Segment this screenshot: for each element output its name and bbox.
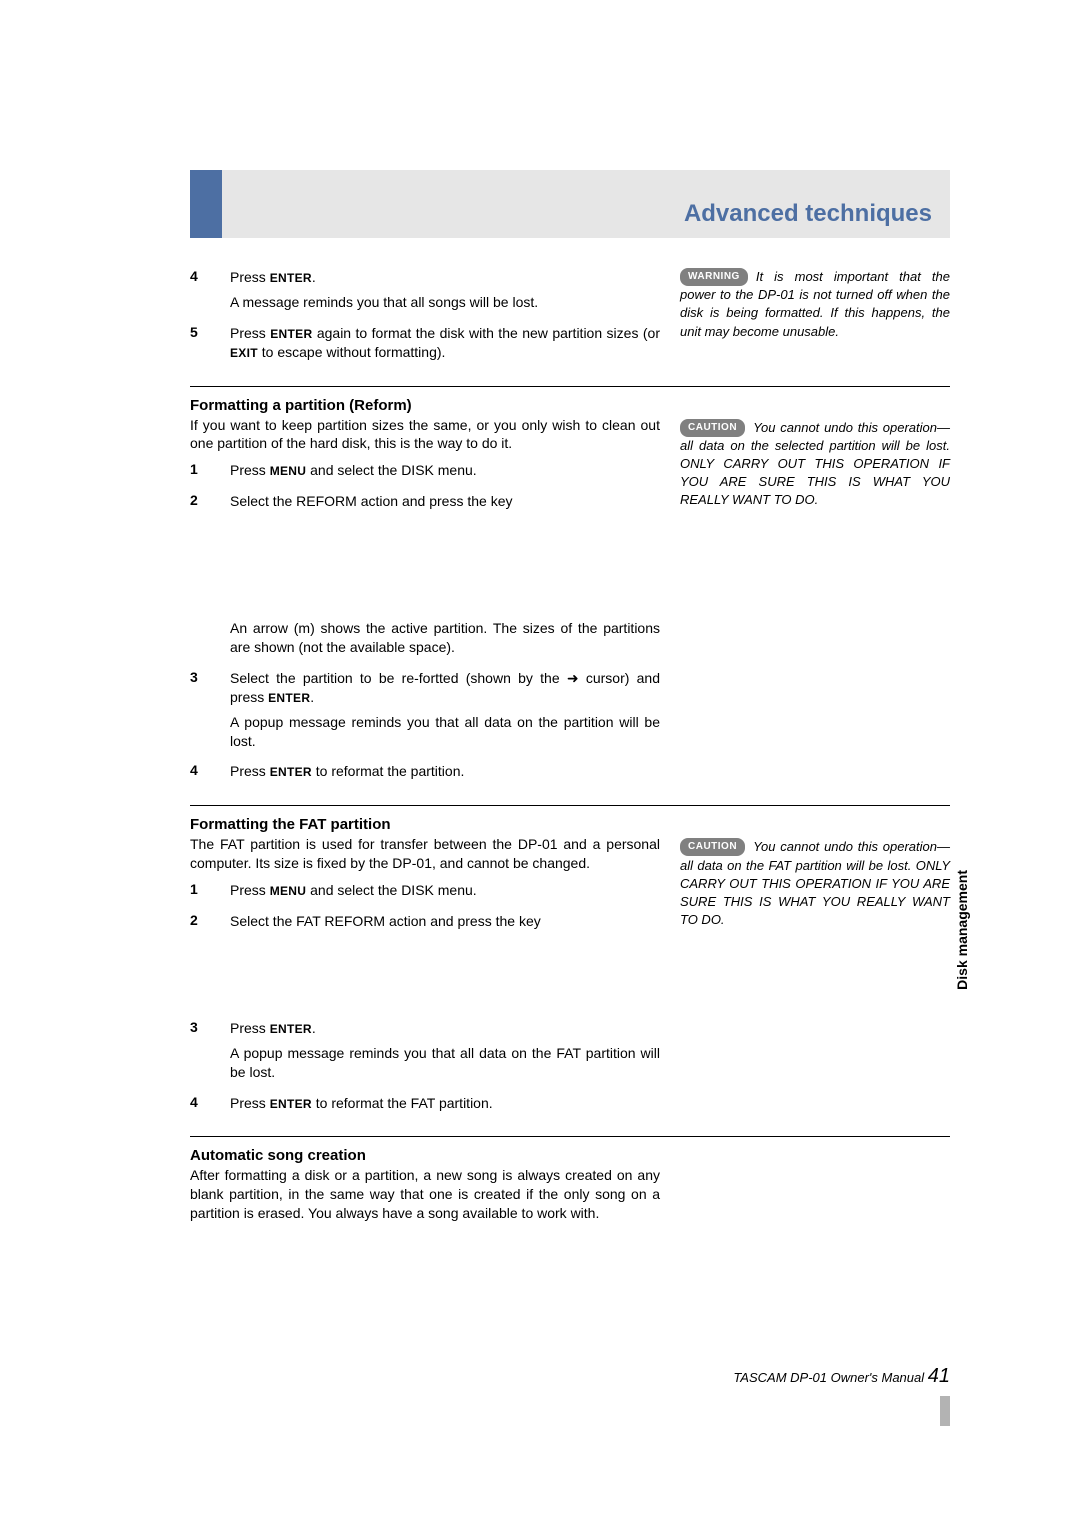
step-text: . — [310, 689, 314, 705]
step-text: menu. — [434, 462, 477, 478]
key-label: EXIT — [230, 346, 258, 360]
step-body: Press ENTER to reformat the FAT partitio… — [230, 1094, 660, 1119]
key-label: MENU — [270, 464, 307, 478]
header-accent — [190, 170, 222, 238]
caution-badge: CAUTION — [680, 419, 745, 437]
step-text: (shown by the — [458, 670, 566, 686]
side-tab: Disk management — [954, 870, 970, 990]
section-intro: If you want to keep partition sizes the … — [190, 416, 660, 454]
page-title: Advanced techniques — [684, 200, 932, 228]
footer-text: TASCAM DP-01 Owner's Manual — [733, 1370, 927, 1385]
warning-note: WARNINGIt is most important that the pow… — [680, 268, 950, 341]
step-body: Press MENU and select the DISK menu. — [230, 881, 660, 906]
section-heading: Formatting the FAT partition — [190, 816, 660, 833]
step-subtext: A message reminds you that all songs wil… — [230, 293, 660, 312]
step-text: Press — [230, 1020, 270, 1036]
divider — [190, 805, 950, 806]
step-body: Press MENU and select the DISK menu. — [230, 461, 660, 486]
footer-mark — [940, 1396, 950, 1426]
step-text: . — [312, 1020, 316, 1036]
step-number: 3 — [190, 669, 230, 757]
step-text: action and press the key — [385, 913, 541, 929]
page-number: 41 — [928, 1365, 950, 1387]
step-text: Select the partition to be re-for — [230, 670, 435, 686]
step-number: 4 — [190, 268, 230, 318]
warning-badge: WARNING — [680, 268, 748, 286]
step-text: Press — [230, 325, 270, 341]
step-number — [190, 619, 230, 663]
step-text: and select the — [306, 882, 401, 898]
key-label: ENTER — [270, 765, 312, 779]
step-body: An arrow (m) shows the active partition.… — [230, 619, 660, 663]
code-text: DISK — [401, 882, 434, 898]
step-number: 1 — [190, 461, 230, 486]
step-text: An arrow ( — [230, 620, 298, 636]
section-intro: The FAT partition is used for transfer b… — [190, 835, 660, 873]
header-band: Advanced techniques — [190, 170, 950, 238]
step-number: 4 — [190, 762, 230, 787]
footer: TASCAM DP-01 Owner's Manual 41 — [733, 1365, 950, 1388]
key-label: ENTER — [270, 271, 312, 285]
step-body: Press ENTER. A popup message reminds you… — [230, 1019, 660, 1088]
step-number: 1 — [190, 881, 230, 906]
arrow-glyph: m — [298, 620, 310, 636]
step-text: Press — [230, 269, 270, 285]
step-text: again to format the disk with the new pa… — [312, 325, 660, 341]
divider — [190, 1136, 950, 1137]
step-text: to escape without formatting). — [258, 344, 446, 360]
step-body: Select the REFORM action and press the k… — [230, 492, 660, 517]
step-text: Press — [230, 462, 270, 478]
step-text: and select the — [306, 462, 401, 478]
step-text: Select the — [230, 913, 296, 929]
step-text: menu. — [434, 882, 477, 898]
section-heading: Automatic song creation — [190, 1147, 660, 1164]
code-text: tted — [435, 670, 458, 686]
step-text: to reformat the FAT partition. — [312, 1095, 493, 1111]
step-number: 2 — [190, 912, 230, 937]
step-text: . — [312, 269, 316, 285]
step-body: Press ENTER. A message reminds you that … — [230, 268, 660, 318]
key-label: ENTER — [270, 327, 312, 341]
code-text: REFORM — [296, 493, 357, 509]
step-number: 5 — [190, 324, 230, 368]
step-number: 2 — [190, 492, 230, 517]
caution-note: CAUTIONYou cannot undo this operation—al… — [680, 838, 950, 929]
caution-note: CAUTIONYou cannot undo this operation—al… — [680, 419, 950, 510]
step-text: to reformat the partition. — [312, 763, 465, 779]
step-text: Press — [230, 1095, 270, 1111]
key-label: ENTER — [270, 1097, 312, 1111]
caution-badge: CAUTION — [680, 838, 745, 856]
section-intro: After formatting a disk or a partition, … — [190, 1166, 660, 1223]
step-text: Select the — [230, 493, 296, 509]
step-number: 4 — [190, 1094, 230, 1119]
section-heading: Formatting a partition (Reform) — [190, 397, 660, 414]
step-number: 3 — [190, 1019, 230, 1088]
step-body: Select the partition to be re-fortted (s… — [230, 669, 660, 757]
key-label: ENTER — [270, 1022, 312, 1036]
code-text: FAT REFORM — [296, 913, 385, 929]
step-subtext: A popup message reminds you that all dat… — [230, 713, 660, 751]
code-text: DISK — [401, 462, 434, 478]
step-text: action and press the key — [357, 493, 513, 509]
step-body: Press ENTER to reformat the partition. — [230, 762, 660, 787]
key-label: MENU — [270, 884, 307, 898]
step-text: Press — [230, 763, 270, 779]
step-subtext: A popup message reminds you that all dat… — [230, 1044, 660, 1082]
step-body: Press ENTER again to format the disk wit… — [230, 324, 660, 368]
key-label: ENTER — [268, 691, 310, 705]
step-text: Press — [230, 882, 270, 898]
step-body: Select the FAT REFORM action and press t… — [230, 912, 660, 937]
divider — [190, 386, 950, 387]
cursor-glyph: ➜ — [567, 670, 579, 686]
